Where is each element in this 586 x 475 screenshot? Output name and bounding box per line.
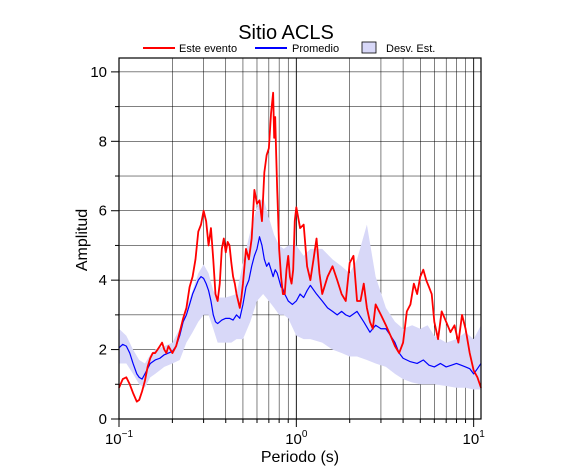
legend: Este evento Promedio Desv. Est. [143,41,435,55]
chart-title: Sitio ACLS [238,22,334,44]
y-tick-label: 10 [90,64,107,81]
legend-item: Desv. Est. [361,41,435,55]
y-tick-label: 2 [99,342,107,359]
axis-ticks: 10−1 100 101 0 2 4 6 8 10 [90,64,485,448]
y-tick-label: 8 [99,133,107,150]
x-tick-label: 101 [463,429,486,448]
y-axis-label: Amplitud [74,209,91,271]
series-line-este-evento [118,91,482,403]
series-layer [118,91,482,403]
legend-item: Este evento [143,43,237,55]
legend-swatch-box [361,41,377,54]
plot-border [118,57,482,420]
plot-frame [118,57,482,420]
x-tick-label: 100 [285,429,308,448]
legend-label: Promedio [292,43,339,55]
legend-label: Desv. Est. [386,43,435,55]
std-dev-band-layer [119,196,481,390]
std-dev-band [119,196,481,390]
legend-label: Este evento [179,43,237,55]
x-tick-label: 10−1 [105,429,134,448]
y-tick-label: 0 [99,411,107,428]
y-tick-label: 6 [99,203,107,220]
legend-item: Promedio [255,43,339,55]
y-tick-label: 4 [99,272,107,289]
x-axis-label: Periodo (s) [261,449,339,466]
